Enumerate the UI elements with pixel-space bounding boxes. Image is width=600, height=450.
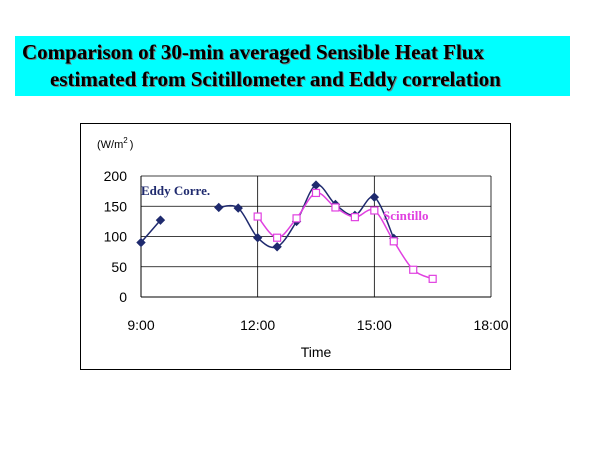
data-point-scintillo <box>273 233 282 242</box>
data-point-scintillo <box>389 237 398 246</box>
title-line-2: estimated from Scitillometer and Eddy co… <box>50 67 501 91</box>
series-line-eddy <box>218 184 395 249</box>
series-line-eddy <box>140 219 162 244</box>
data-point-scintillo <box>253 212 262 221</box>
data-point-eddy <box>233 203 243 213</box>
y-tick-label: 200 <box>104 168 128 184</box>
title-line-1: Comparison of 30-min averaged Sensible H… <box>22 40 484 64</box>
unit-label: (W/m2) <box>97 136 133 151</box>
y-tick-labels: 200 150 100 50 0 <box>104 168 128 305</box>
y-tick-label: 0 <box>119 289 127 305</box>
y-tick-label: 100 <box>104 229 128 245</box>
data-point-scintillo <box>292 214 301 223</box>
x-tick-labels: 9:00 12:00 15:00 18:00 <box>127 317 508 333</box>
title-banner: Comparison of 30-min averaged Sensible H… <box>15 36 570 96</box>
axes <box>140 176 491 298</box>
data-point-eddy <box>272 242 282 252</box>
x-tick-label: 18:00 <box>473 317 508 333</box>
chart-frame: 200 150 100 50 0 9:00 12:00 15:00 18:00 (W/m2) … <box>80 123 511 370</box>
data-point-eddy <box>252 233 263 243</box>
data-point-scintillo <box>370 206 379 215</box>
x-tick-label: 12:00 <box>240 317 275 333</box>
y-tick-label: 150 <box>104 198 128 214</box>
data-point-eddy <box>214 202 224 213</box>
data-point-scintillo <box>428 274 437 283</box>
data-point-eddy <box>369 192 380 202</box>
data-point-scintillo <box>311 188 321 198</box>
data-point-eddy <box>136 237 146 248</box>
x-tick-label: 9:00 <box>127 317 154 333</box>
data-point-scintillo <box>350 213 359 222</box>
x-axis-label: Time <box>301 344 332 360</box>
x-tick-label: 15:00 <box>357 317 392 333</box>
y-tick-label: 50 <box>111 259 127 275</box>
series-label-eddy: Eddy Corre. <box>141 183 210 198</box>
data-point-eddy <box>155 215 166 225</box>
series-label-scintillo: Scintillo <box>383 208 429 223</box>
data-point-scintillo <box>409 265 418 274</box>
data-point-scintillo <box>331 203 340 212</box>
series-line-scintillo <box>257 192 433 280</box>
series-group <box>136 180 437 283</box>
